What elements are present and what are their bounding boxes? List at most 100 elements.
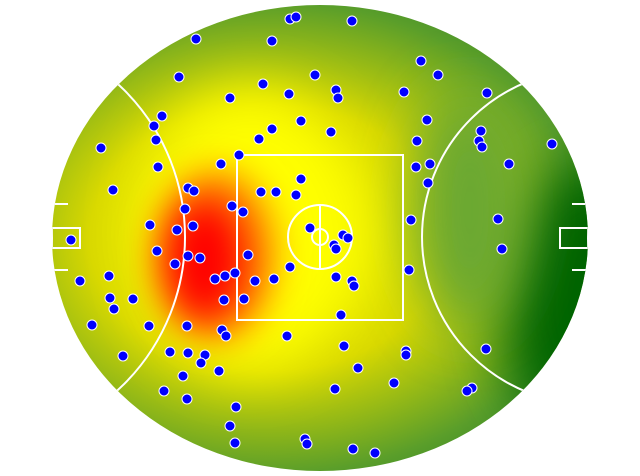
point xyxy=(209,273,221,285)
point xyxy=(108,303,120,315)
point xyxy=(492,213,504,225)
point xyxy=(480,343,492,355)
point xyxy=(86,319,98,331)
point xyxy=(237,206,249,218)
point xyxy=(213,365,225,377)
point xyxy=(171,224,183,236)
point xyxy=(266,35,278,47)
point xyxy=(187,220,199,232)
point xyxy=(226,200,238,212)
point xyxy=(156,110,168,122)
point xyxy=(424,158,436,170)
point xyxy=(143,320,155,332)
point xyxy=(182,250,194,262)
point xyxy=(332,92,344,104)
point xyxy=(503,158,515,170)
point xyxy=(461,385,473,397)
point xyxy=(177,370,189,382)
point xyxy=(422,177,434,189)
point xyxy=(348,280,360,292)
point xyxy=(194,252,206,264)
point xyxy=(546,138,558,150)
point xyxy=(352,362,364,374)
point xyxy=(148,120,160,132)
point xyxy=(476,141,488,153)
point xyxy=(284,261,296,273)
point xyxy=(74,275,86,287)
point xyxy=(295,173,307,185)
point xyxy=(233,149,245,161)
point xyxy=(103,270,115,282)
point xyxy=(220,330,232,342)
point xyxy=(127,293,139,305)
point xyxy=(224,92,236,104)
point xyxy=(107,184,119,196)
point xyxy=(229,267,241,279)
point xyxy=(309,69,321,81)
point xyxy=(219,270,231,282)
point xyxy=(224,420,236,432)
point xyxy=(301,438,313,450)
point xyxy=(347,443,359,455)
point xyxy=(181,393,193,405)
point xyxy=(432,69,444,81)
point xyxy=(270,186,282,198)
point xyxy=(218,294,230,306)
point xyxy=(415,55,427,67)
point xyxy=(475,125,487,137)
point xyxy=(249,275,261,287)
point xyxy=(238,293,250,305)
point xyxy=(335,309,347,321)
point xyxy=(388,377,400,389)
point xyxy=(405,214,417,226)
point xyxy=(290,11,302,23)
point xyxy=(188,185,200,197)
point xyxy=(330,271,342,283)
point xyxy=(268,273,280,285)
point xyxy=(369,447,381,459)
point xyxy=(266,123,278,135)
point xyxy=(290,189,302,201)
point xyxy=(329,383,341,395)
point xyxy=(144,219,156,231)
point xyxy=(242,249,254,261)
point xyxy=(342,232,354,244)
point xyxy=(410,161,422,173)
point xyxy=(190,33,202,45)
point xyxy=(338,340,350,352)
point xyxy=(257,78,269,90)
point xyxy=(403,264,415,276)
point xyxy=(283,88,295,100)
point xyxy=(181,320,193,332)
point xyxy=(229,437,241,449)
point xyxy=(152,161,164,173)
point xyxy=(104,292,116,304)
point xyxy=(195,357,207,369)
point xyxy=(158,385,170,397)
point xyxy=(295,115,307,127)
point xyxy=(95,142,107,154)
point xyxy=(151,245,163,257)
point xyxy=(411,135,423,147)
point xyxy=(179,203,191,215)
point xyxy=(304,222,316,234)
point xyxy=(481,87,493,99)
point xyxy=(182,347,194,359)
point xyxy=(215,158,227,170)
point xyxy=(255,186,267,198)
point xyxy=(169,258,181,270)
point xyxy=(281,330,293,342)
point xyxy=(400,349,412,361)
point xyxy=(325,126,337,138)
point xyxy=(398,86,410,98)
point xyxy=(173,71,185,83)
point xyxy=(496,243,508,255)
point xyxy=(65,234,77,246)
point xyxy=(253,133,265,145)
point xyxy=(330,243,342,255)
point xyxy=(117,350,129,362)
point xyxy=(164,346,176,358)
